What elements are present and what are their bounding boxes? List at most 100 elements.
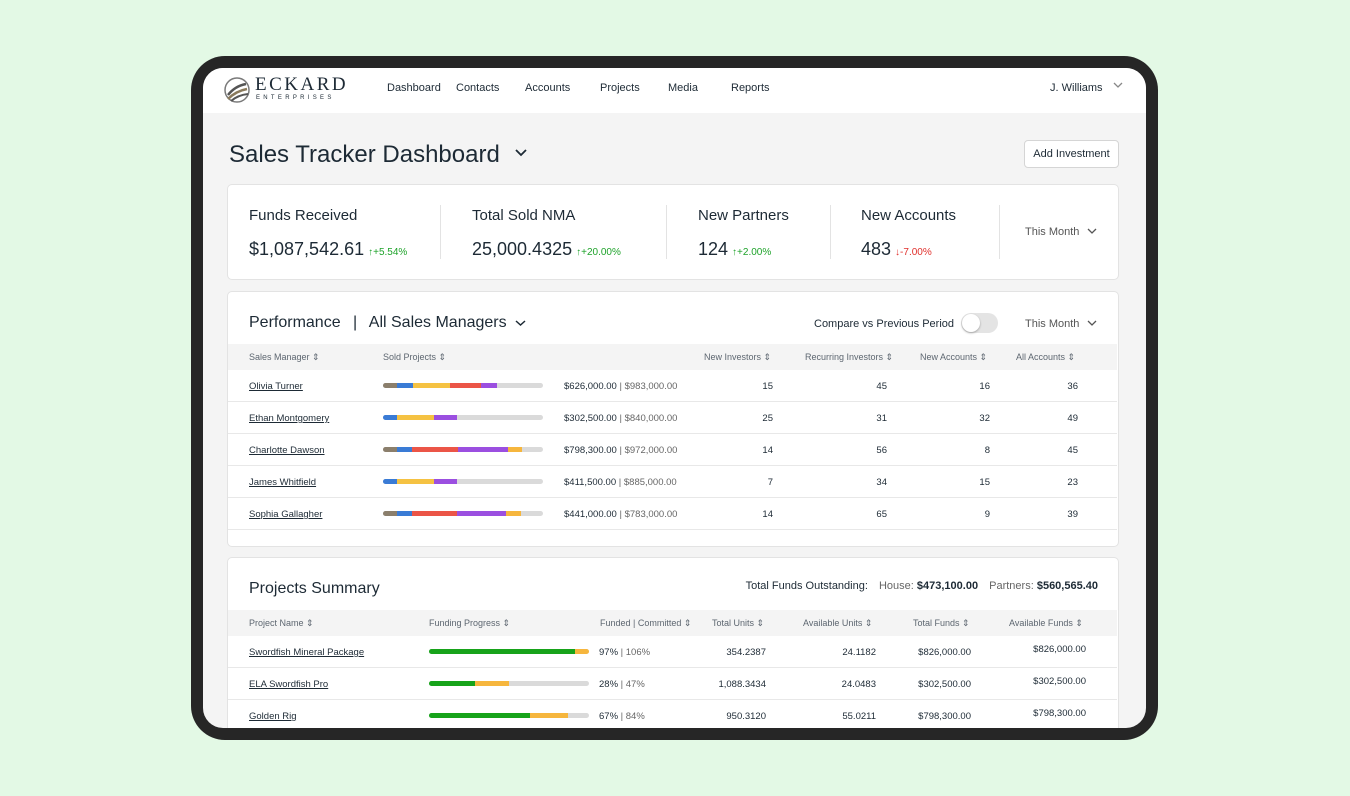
- table-row[interactable]: Ethan Montgomery $302,500.00 | $840,000.0…: [228, 402, 1117, 434]
- nav-contacts[interactable]: Contacts: [456, 82, 500, 94]
- sold-projects-bar: [383, 383, 543, 388]
- chevron-down-icon[interactable]: [515, 319, 526, 327]
- bar-segment: [383, 479, 398, 484]
- sales-manager-link[interactable]: Olivia Turner: [249, 381, 303, 392]
- logo-wordmark: ECKARD: [255, 74, 349, 95]
- col-sales-manager[interactable]: Sales Manager ⇕: [249, 352, 320, 362]
- available-units-value: 24.1182: [842, 647, 876, 658]
- bar-segment: [383, 447, 398, 452]
- bar-segment: [383, 415, 398, 420]
- col-project-name[interactable]: Project Name ⇕: [249, 618, 314, 628]
- all-accounts-value: 23: [1067, 477, 1078, 488]
- user-menu[interactable]: J. Williams: [1050, 82, 1103, 94]
- bar-segment: [411, 447, 459, 452]
- project-name-link[interactable]: Golden Rig: [249, 711, 297, 722]
- total-funds-outstanding: Total Funds Outstanding: House: $473,100…: [746, 580, 1098, 592]
- recurring-investors-value: 65: [876, 509, 887, 520]
- add-investment-button[interactable]: Add Investment: [1024, 140, 1119, 168]
- table-row[interactable]: Charlotte Dawson $798,300.00 | $972,000.0…: [228, 434, 1117, 466]
- toggle-knob: [962, 314, 980, 332]
- chevron-down-icon: [1088, 228, 1097, 234]
- sales-manager-link[interactable]: James Whitfield: [249, 477, 317, 488]
- available-funds-value: $302,500.00: [1033, 676, 1086, 687]
- bar-segment: [397, 383, 414, 388]
- new-investors-value: 14: [762, 509, 773, 520]
- kpi-card: Funds Received $1,087,542.61 ↑+5.54% Tota…: [227, 184, 1119, 280]
- col-funded-committed[interactable]: Funded | Committed ⇕: [600, 618, 692, 628]
- available-units-value: 55.0211: [842, 711, 876, 722]
- bar-segment: [397, 479, 435, 484]
- sold-projects-bar: [383, 479, 543, 484]
- kpi-label: New Accounts: [861, 207, 957, 224]
- table-row[interactable]: Golden Rig 67% | 84% 950.3120 55.0211 $798,3…: [228, 700, 1117, 728]
- kpi-funds-received: Funds Received $1,087,542.61 ↑+5.54%: [249, 207, 407, 259]
- nav-dashboard[interactable]: Dashboard: [387, 82, 441, 94]
- available-funds-value: $798,300.00: [1033, 708, 1086, 719]
- compare-label: Compare vs Previous Period: [814, 318, 955, 330]
- house-value: $473,100.00: [916, 580, 979, 592]
- col-available-units[interactable]: Available Units ⇕: [803, 618, 873, 628]
- table-row[interactable]: Olivia Turner $626,000.00 | $983,000.00 15…: [228, 370, 1117, 402]
- sales-manager-link[interactable]: Ethan Montgomery: [249, 413, 330, 424]
- total-units-value: 354.2387: [726, 647, 766, 658]
- table-row[interactable]: Swordfish Mineral Package 97% | 106% 354.2…: [228, 636, 1117, 668]
- col-total-units[interactable]: Total Units ⇕: [712, 618, 765, 628]
- new-accounts-value: 15: [979, 477, 990, 488]
- funding-progress-bar: [429, 713, 589, 718]
- bar-segment: [413, 383, 451, 388]
- performance-period-select[interactable]: This Month: [1025, 318, 1097, 330]
- col-total-funds[interactable]: Total Funds ⇕: [913, 618, 970, 628]
- partners-value: $560,565.40: [1036, 580, 1098, 592]
- sold-projects-bar: [383, 511, 543, 516]
- funded-committed: 67% | 84%: [599, 711, 645, 722]
- col-all-accounts[interactable]: All Accounts ⇕: [1016, 352, 1076, 362]
- table-row[interactable]: James Whitfield $411,500.00 | $885,000.00…: [228, 466, 1117, 498]
- sold-amounts: $441,000.00 | $783,000.00: [564, 509, 678, 520]
- table-row[interactable]: ELA Swordfish Pro 28% | 47% 1,088.3434 24.0…: [228, 668, 1117, 700]
- sales-manager-link[interactable]: Sophia Gallagher: [249, 509, 323, 520]
- nav-media[interactable]: Media: [668, 82, 698, 94]
- col-new-accounts[interactable]: New Accounts ⇕: [920, 352, 988, 362]
- bar-segment: [434, 479, 457, 484]
- kpi-value: 25,000.4325: [472, 239, 573, 259]
- company-logo[interactable]: ECKARD ENTERPRISES: [223, 74, 349, 104]
- col-new-investors[interactable]: New Investors ⇕: [704, 352, 772, 362]
- new-accounts-value: 8: [984, 445, 990, 456]
- compare-toggle[interactable]: [961, 313, 998, 333]
- bar-segment: [507, 447, 523, 452]
- sold-amounts: $626,000.00 | $983,000.00: [564, 381, 678, 392]
- table-row[interactable]: Sophia Gallagher $441,000.00 | $783,000.0…: [228, 498, 1117, 530]
- funding-progress-bar: [429, 649, 589, 654]
- funding-progress-bar: [429, 681, 589, 686]
- total-funds-value: $302,500.00: [918, 679, 971, 690]
- bar-segment: [397, 511, 412, 516]
- funded-committed: 97% | 106%: [599, 647, 651, 658]
- project-name-link[interactable]: ELA Swordfish Pro: [249, 679, 329, 690]
- all-accounts-value: 45: [1067, 445, 1078, 456]
- kpi-period-select[interactable]: This Month: [1025, 226, 1097, 238]
- new-investors-value: 15: [762, 381, 773, 392]
- project-name-link[interactable]: Swordfish Mineral Package: [249, 647, 365, 658]
- recurring-investors-value: 45: [876, 381, 887, 392]
- col-sold-projects[interactable]: Sold Projects ⇕: [383, 352, 447, 362]
- all-accounts-value: 36: [1067, 381, 1078, 392]
- new-investors-value: 14: [762, 445, 773, 456]
- chevron-down-icon[interactable]: [515, 148, 527, 158]
- bar-segment: [434, 415, 457, 420]
- sales-manager-filter[interactable]: All Sales Managers: [368, 314, 507, 331]
- bar-segment: [458, 447, 508, 452]
- nav-accounts[interactable]: Accounts: [525, 82, 571, 94]
- col-available-funds[interactable]: Available Funds ⇕: [1009, 618, 1083, 628]
- funded-segment: [429, 649, 575, 654]
- page-title: Sales Tracker Dashboard: [229, 141, 500, 168]
- col-funding-progress[interactable]: Funding Progress ⇕: [429, 618, 511, 628]
- kpi-value: 483: [861, 239, 892, 259]
- col-recurring-investors[interactable]: Recurring Investors ⇕: [805, 352, 894, 362]
- title-separator: |: [353, 314, 358, 331]
- funded-segment: [429, 713, 530, 718]
- sales-manager-link[interactable]: Charlotte Dawson: [249, 445, 325, 456]
- funded-segment: [429, 681, 476, 686]
- nav-reports[interactable]: Reports: [731, 82, 770, 94]
- nav-projects[interactable]: Projects: [600, 82, 640, 94]
- chevron-down-icon[interactable]: [1113, 80, 1123, 90]
